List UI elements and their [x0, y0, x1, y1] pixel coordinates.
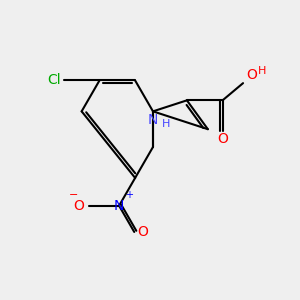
- Text: H: H: [162, 119, 170, 129]
- Text: N: N: [114, 199, 124, 213]
- Text: O: O: [217, 132, 228, 146]
- Text: O: O: [137, 225, 148, 239]
- Text: O: O: [74, 199, 84, 213]
- Text: H: H: [258, 66, 266, 76]
- Text: N: N: [148, 113, 158, 127]
- Text: O: O: [247, 68, 257, 82]
- Text: −: −: [69, 190, 78, 200]
- Text: Cl: Cl: [47, 74, 61, 88]
- Text: +: +: [125, 190, 133, 200]
